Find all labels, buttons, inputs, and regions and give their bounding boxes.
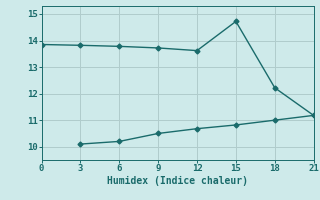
X-axis label: Humidex (Indice chaleur): Humidex (Indice chaleur): [107, 176, 248, 186]
